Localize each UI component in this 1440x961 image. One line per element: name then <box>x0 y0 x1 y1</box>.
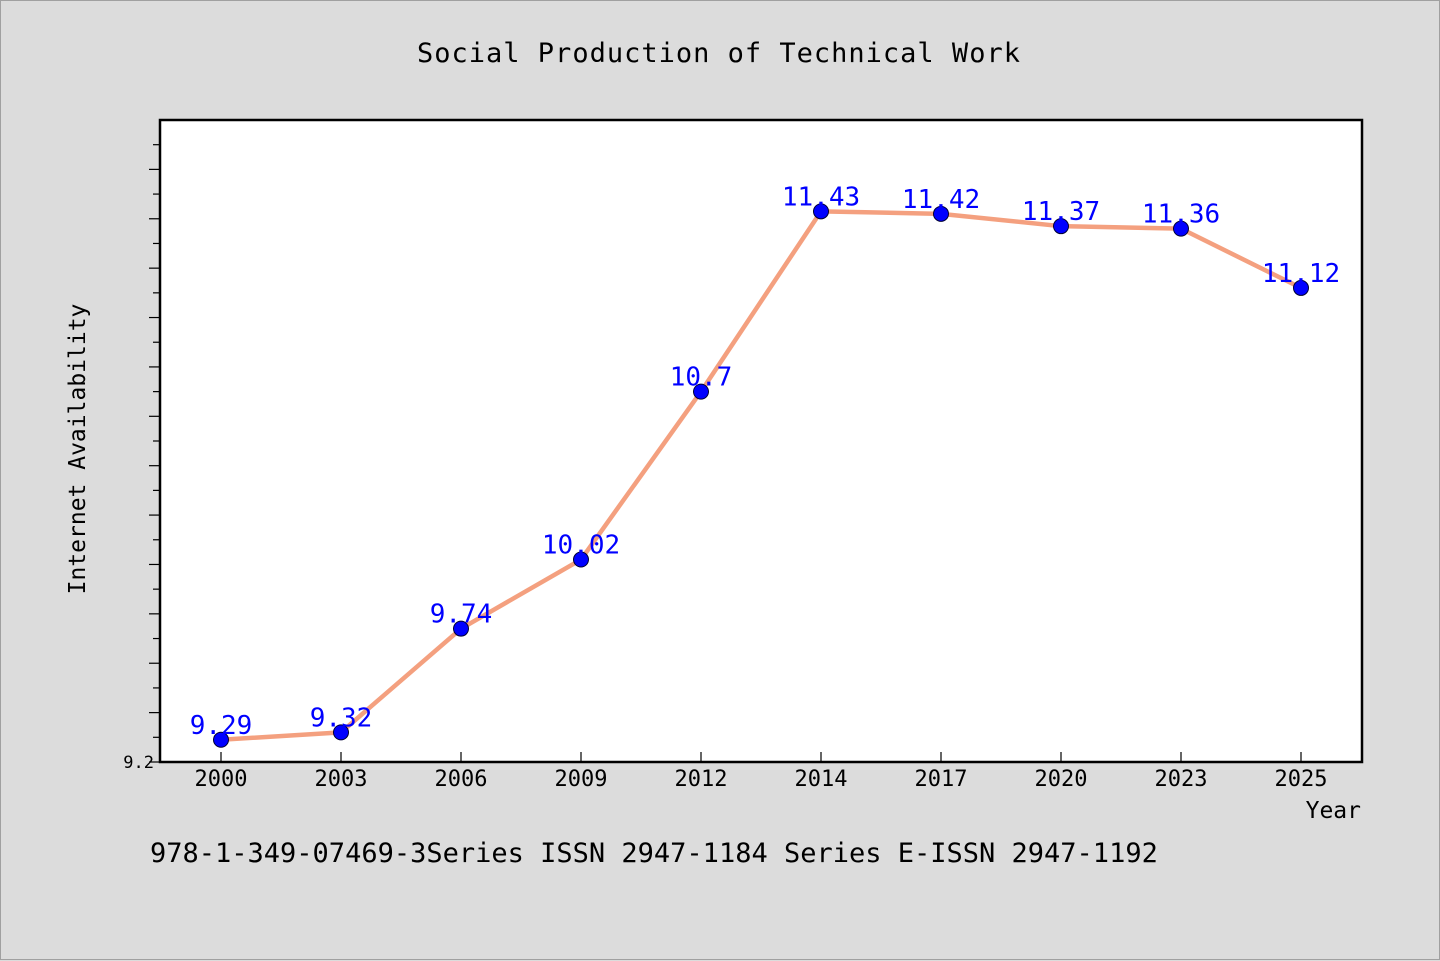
x-tick-label: 2012 <box>675 767 728 792</box>
data-point <box>693 383 709 400</box>
x-tick-label: 2020 <box>1035 767 1088 792</box>
x-tick-label: 2006 <box>435 767 488 792</box>
y-axis-label: Internet Availability <box>65 304 91 595</box>
x-tick-label: 2014 <box>795 767 848 792</box>
series-line <box>220 209 1302 743</box>
chart-title: Social Production of Technical Work <box>417 38 1021 69</box>
x-tick-label: 2003 <box>315 767 368 792</box>
data-label: 11.37 <box>1022 197 1100 227</box>
data-label: 11.36 <box>1142 200 1220 230</box>
data-label: 11.43 <box>782 182 860 212</box>
data-label: 11.12 <box>1262 259 1340 289</box>
data-point <box>333 724 349 741</box>
y-tick-label: 9.2 <box>123 753 154 773</box>
data-label: 10.7 <box>670 363 733 393</box>
data-label: 10.02 <box>542 531 620 561</box>
series-line-layer <box>213 203 1309 748</box>
x-tick-label: 2023 <box>1155 767 1208 792</box>
y-axis-ticks: 9.2 <box>123 144 160 773</box>
data-point <box>813 203 829 220</box>
data-label: 9.32 <box>310 703 373 733</box>
data-point <box>933 205 949 222</box>
x-axis-ticks: 2000 2003 2006 2009 2012 2014 2017 2020 2023 2025 <box>195 752 1328 792</box>
data-point <box>453 620 469 637</box>
data-point <box>1293 279 1309 296</box>
data-point <box>573 551 589 568</box>
data-point <box>213 731 229 748</box>
data-label-layer: 9.29 9.32 9.74 10.02 10.7 11.43 11.42 11.37 11.3… <box>190 182 1340 740</box>
data-point <box>1053 218 1069 235</box>
x-tick-label: 2017 <box>915 767 968 792</box>
x-tick-label: 2025 <box>1275 767 1328 792</box>
data-label: 9.29 <box>190 711 253 741</box>
data-point <box>1173 220 1189 237</box>
footer-isbn-issn: 978-1-349-07469-3Series ISSN 2947-1184 S… <box>150 838 1158 869</box>
data-label: 11.42 <box>902 185 980 215</box>
x-tick-label: 2009 <box>555 767 608 792</box>
x-axis-label: Year <box>1306 798 1361 824</box>
data-label: 9.74 <box>430 600 493 630</box>
x-tick-label: 2000 <box>195 767 248 792</box>
